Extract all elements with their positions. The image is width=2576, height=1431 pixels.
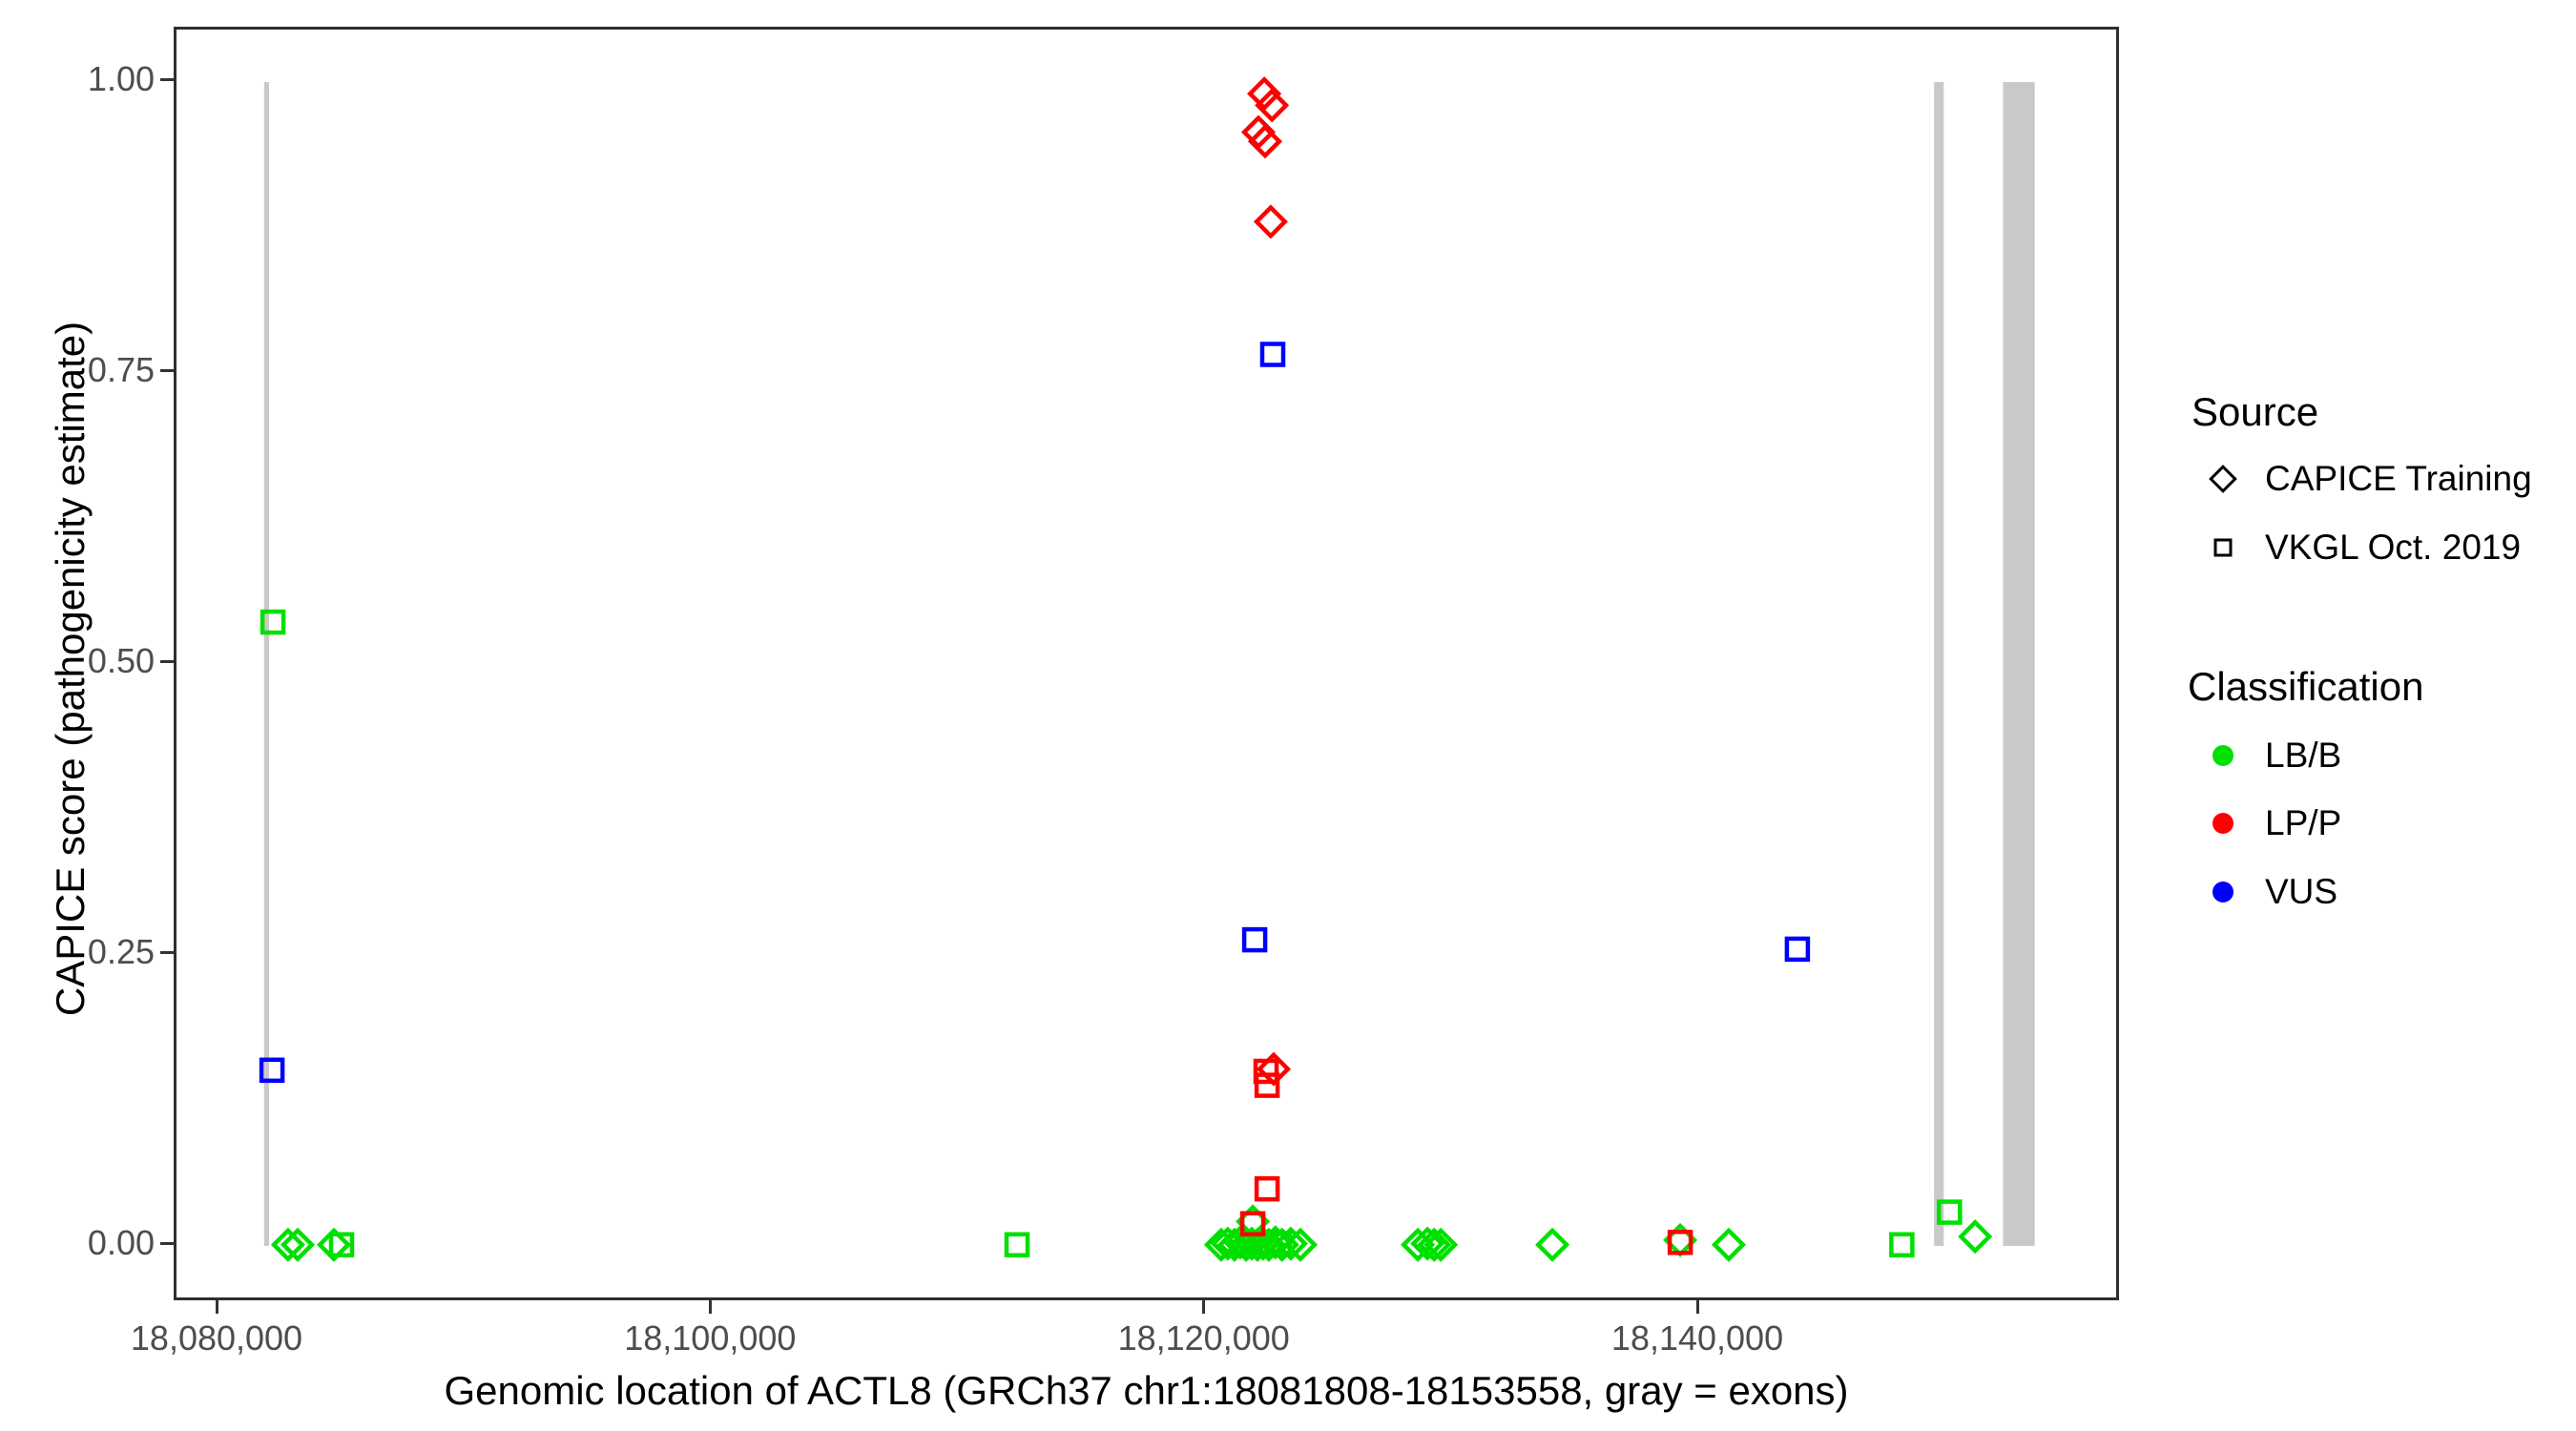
data-point-square <box>1254 1175 1280 1202</box>
data-point-square <box>1241 926 1268 953</box>
y-tick-label: 0.25 <box>87 932 155 971</box>
data-point-square <box>1784 936 1811 963</box>
legend-item-label: VUS <box>2265 872 2338 911</box>
x-tick-label: 18,080,000 <box>130 1318 303 1358</box>
legend-item-vkgl: VKGL Oct. 2019 <box>2202 527 2521 569</box>
legend-item-label: VKGL Oct. 2019 <box>2265 528 2522 567</box>
data-point-diamond <box>1247 124 1283 159</box>
data-point-diamond <box>1958 1219 1993 1255</box>
blue-dot-icon <box>2202 871 2244 913</box>
data-point-square <box>1239 1211 1266 1237</box>
legend-item-vus: VUS <box>2202 871 2337 913</box>
legend-item-lbb: LB/B <box>2202 735 2341 777</box>
y-tick-label: 1.00 <box>87 59 155 98</box>
x-tick-label: 18,140,000 <box>1610 1318 1784 1358</box>
exon-bar <box>2003 82 2035 1246</box>
y-tick-mark <box>160 950 174 954</box>
data-point-square <box>1254 1072 1280 1098</box>
legend-source-title: Source <box>2192 389 2319 434</box>
data-point-square <box>259 1057 285 1084</box>
legend-item-lpp: LP/P <box>2202 802 2341 844</box>
data-point-square <box>1937 1199 1963 1225</box>
x-axis-title: Genomic location of ACTL8 (GRCh37 chr1:1… <box>444 1368 1849 1413</box>
scatter-plot-canvas <box>259 76 2035 1262</box>
legend-item-capice-training: CAPICE Training <box>2202 458 2532 500</box>
data-point-diamond <box>1247 76 1282 112</box>
diamond-outline-icon <box>2202 458 2244 500</box>
data-point-square <box>1266 1231 1293 1256</box>
data-point-square <box>1667 1230 1693 1255</box>
y-tick-label: 0.75 <box>87 350 155 389</box>
legend-item-label: CAPICE Training <box>2265 459 2532 498</box>
x-tick-mark <box>1695 1300 1699 1314</box>
x-tick-mark <box>215 1300 218 1314</box>
exon-bar <box>1934 82 1944 1246</box>
legend-classification-title: Classification <box>2188 664 2424 709</box>
x-tick-label: 18,120,000 <box>1117 1318 1290 1358</box>
plot-panel <box>174 27 2119 1300</box>
x-tick-label: 18,100,000 <box>624 1318 797 1358</box>
data-point-square <box>1889 1232 1915 1258</box>
y-tick-mark <box>160 368 174 372</box>
data-point-diamond <box>1711 1227 1747 1262</box>
exon-bar <box>263 82 269 1246</box>
data-point-diamond <box>1417 1227 1452 1262</box>
y-tick-mark <box>160 659 174 663</box>
y-tick-label: 0.00 <box>87 1223 155 1262</box>
data-point-square <box>328 1232 355 1258</box>
x-tick-mark <box>708 1300 712 1314</box>
green-dot-icon <box>2202 735 2244 777</box>
data-point-diamond <box>1535 1227 1570 1262</box>
square-outline-icon <box>2202 527 2244 569</box>
data-point-square <box>260 609 286 635</box>
legend-item-label: LB/B <box>2265 736 2342 775</box>
y-tick-mark <box>160 1241 174 1245</box>
data-point-diamond <box>1282 1227 1319 1262</box>
data-point-diamond <box>1273 1226 1308 1261</box>
data-point-square <box>1004 1232 1030 1258</box>
data-point-diamond <box>1423 1227 1459 1262</box>
data-point-diamond <box>270 1227 305 1262</box>
data-point-square <box>1259 342 1286 367</box>
y-tick-mark <box>160 77 174 81</box>
data-point-diamond <box>316 1227 352 1262</box>
legend-item-label: LP/P <box>2265 803 2342 842</box>
y-tick-label: 0.50 <box>87 641 155 680</box>
data-point-diamond <box>1255 88 1290 123</box>
data-point-diamond <box>280 1227 316 1262</box>
data-point-square <box>1253 1058 1279 1085</box>
data-point-diamond <box>1253 204 1288 239</box>
x-tick-mark <box>1202 1300 1206 1314</box>
red-dot-icon <box>2202 802 2244 844</box>
